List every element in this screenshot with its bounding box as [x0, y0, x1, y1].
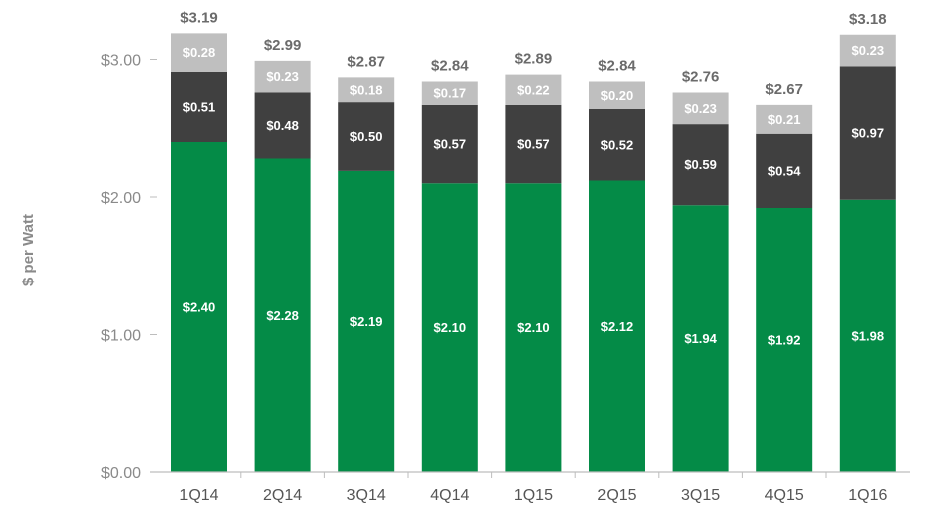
x-tick-label: 4Q15 — [765, 487, 804, 504]
x-tick-label: 2Q14 — [263, 487, 302, 504]
x-tick-label: 4Q14 — [430, 487, 469, 504]
segment-value-label: $0.97 — [852, 126, 885, 141]
bar-segment-2 — [171, 33, 227, 72]
segment-value-label: $2.12 — [601, 319, 634, 334]
segment-value-label: $2.28 — [266, 308, 299, 323]
segment-value-label: $0.52 — [601, 137, 634, 152]
x-tick-label: 1Q16 — [848, 487, 887, 504]
y-axis: $0.00 $1.00 $2.00 $3.00 — [101, 53, 157, 482]
segment-value-label: $2.10 — [434, 320, 467, 335]
x-tick-label: 3Q14 — [347, 487, 386, 504]
bar-segment-1 — [589, 109, 645, 181]
bar-segment-1 — [505, 104, 562, 184]
segment-value-label: $0.59 — [684, 157, 717, 172]
x-tick-label: 1Q14 — [179, 487, 218, 504]
total-value-label: $3.18 — [849, 11, 887, 28]
total-value-label: $2.99 — [264, 37, 302, 54]
segment-value-label: $0.54 — [768, 163, 801, 178]
total-value-label: $2.76 — [682, 69, 720, 86]
bar-segment-0 — [756, 208, 813, 472]
bar-segment-2 — [505, 74, 562, 105]
segment-value-label: $2.19 — [350, 314, 383, 329]
bar-segment-2 — [338, 77, 395, 103]
segment-value-label: $0.51 — [183, 99, 216, 114]
segment-value-label: $0.18 — [350, 82, 383, 97]
bars — [171, 33, 896, 472]
bar-segment-0 — [421, 183, 478, 472]
bar-segment-1 — [171, 71, 227, 142]
x-tick-label: 1Q15 — [514, 487, 553, 504]
segment-value-label: $0.20 — [601, 88, 634, 103]
segment-value-label: $0.48 — [266, 118, 299, 133]
total-value-label: $2.89 — [515, 51, 553, 68]
bar-segment-1 — [756, 133, 813, 208]
bar-segment-0 — [338, 170, 395, 472]
bar-segment-0 — [672, 205, 729, 472]
bar-segment-0 — [505, 183, 562, 472]
total-value-label: $2.84 — [598, 58, 636, 75]
segment-value-label: $0.23 — [266, 69, 299, 84]
segment-value-label: $0.57 — [517, 137, 550, 152]
segment-value-label: $0.21 — [768, 112, 801, 127]
bar-segment-2 — [421, 81, 478, 105]
x-tick-label: 3Q15 — [681, 487, 720, 504]
bar-segment-1 — [421, 104, 478, 184]
y-tick-label: $2.00 — [101, 190, 141, 207]
bar-labels: $2.40 $0.51 $0.28 $3.19 $2.28 $0.48 $0.23 $2.99… — [180, 9, 886, 347]
segment-value-label: $0.17 — [434, 86, 467, 101]
bar-segment-2 — [672, 92, 729, 125]
bar-segment-2 — [254, 60, 311, 93]
segment-value-label: $1.92 — [768, 333, 801, 348]
bar-segment-1 — [338, 102, 395, 171]
total-value-label: $3.19 — [180, 9, 218, 26]
y-tick-label: $1.00 — [101, 328, 141, 345]
segment-value-label: $0.50 — [350, 129, 383, 144]
segment-value-label: $1.98 — [852, 328, 885, 343]
segment-value-label: $0.23 — [684, 101, 717, 116]
bar-segment-1 — [839, 66, 896, 200]
segment-value-label: $0.57 — [434, 137, 467, 152]
bar-segment-0 — [171, 142, 227, 472]
segment-value-label: $0.28 — [183, 45, 216, 60]
x-axis: 1Q14 2Q14 3Q14 4Q14 1Q15 2Q15 3Q15 4Q15 1Q16 — [150, 471, 910, 504]
segment-value-label: $2.40 — [183, 300, 216, 315]
x-tick-label: 2Q15 — [597, 487, 636, 504]
segment-value-label: $0.23 — [852, 43, 885, 58]
y-tick-label: $0.00 — [101, 465, 141, 482]
total-value-label: $2.87 — [347, 53, 385, 70]
bar-segment-1 — [254, 92, 311, 159]
segment-value-label: $1.94 — [684, 331, 717, 346]
bar-segment-2 — [589, 81, 645, 109]
total-value-label: $2.84 — [431, 58, 469, 75]
bar-segment-0 — [839, 199, 896, 472]
bar-segment-2 — [756, 104, 813, 134]
bar-segment-2 — [839, 34, 896, 67]
bar-segment-0 — [254, 158, 311, 472]
y-axis-label: $ per Watt — [20, 214, 37, 286]
bar-segment-1 — [672, 124, 729, 206]
bar-segment-0 — [589, 180, 645, 472]
segment-value-label: $0.22 — [517, 82, 550, 97]
y-tick-label: $3.00 — [101, 53, 141, 70]
segment-value-label: $2.10 — [517, 320, 550, 335]
total-value-label: $2.67 — [765, 81, 803, 98]
